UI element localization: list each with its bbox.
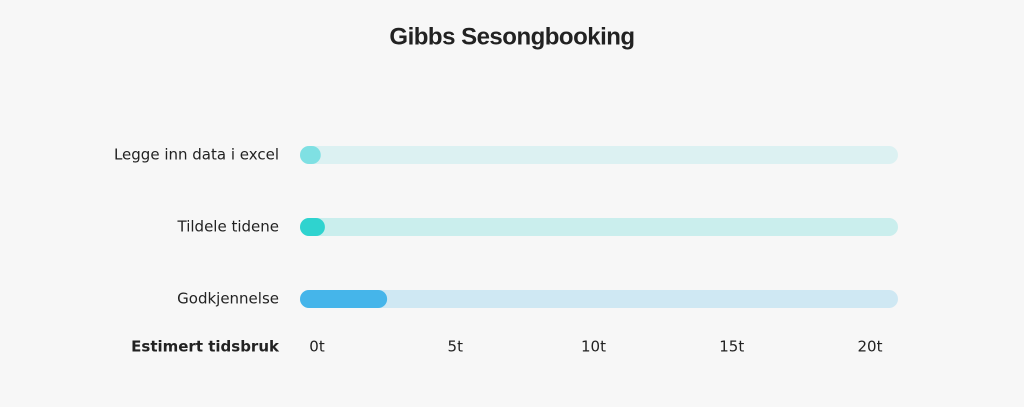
bar bbox=[300, 290, 388, 308]
category-label: Legge inn data i excel bbox=[114, 146, 279, 164]
bar bbox=[300, 218, 325, 236]
bar bbox=[300, 146, 321, 164]
x-tick-label: 15t bbox=[719, 338, 744, 356]
bar-track bbox=[300, 218, 898, 236]
x-tick-label: 5t bbox=[448, 338, 464, 356]
x-tick-label: 0t bbox=[309, 338, 325, 356]
category-label: Godkjennelse bbox=[177, 290, 279, 308]
category-label: Tildele tidene bbox=[177, 218, 279, 236]
chart-title: Gibbs Sesongbooking bbox=[389, 23, 634, 50]
bar-track bbox=[300, 290, 898, 308]
x-tick-label: 10t bbox=[581, 338, 606, 356]
bar-track bbox=[300, 146, 898, 164]
x-axis-label: Estimert tidsbruk bbox=[131, 338, 280, 356]
x-tick-label: 20t bbox=[858, 338, 883, 356]
